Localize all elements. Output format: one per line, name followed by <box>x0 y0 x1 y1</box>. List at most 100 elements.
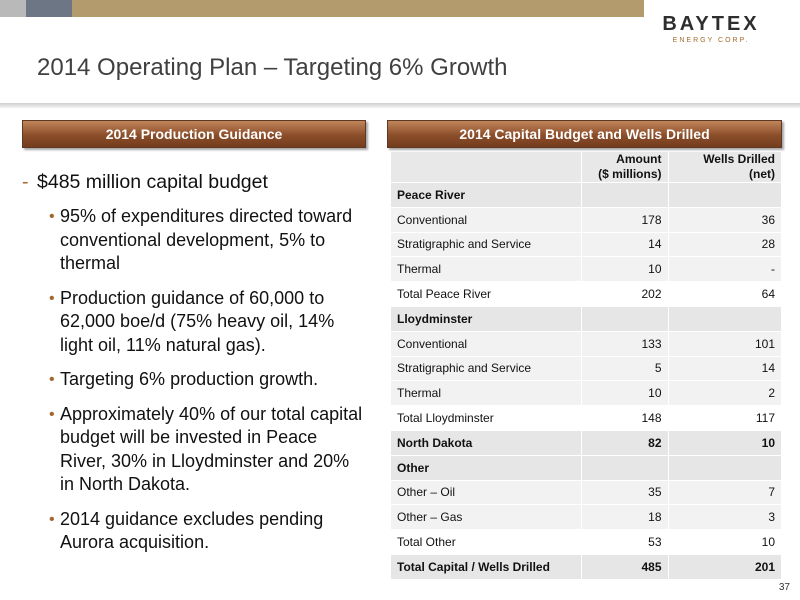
row-label: Thermal <box>391 380 582 407</box>
amount-cell: 178 <box>581 207 669 233</box>
company-logo: BAYTEX ENERGY CORP. <box>655 14 767 50</box>
sub-bullet: • 95% of expenditures directed toward co… <box>22 205 367 276</box>
row-label: Peace River <box>391 182 582 208</box>
wells-cell: 36 <box>668 207 781 233</box>
table-row: Stratigraphic and Service 14 28 <box>391 232 781 258</box>
main-bullet: - $485 million capital budget <box>22 170 367 194</box>
sub-bullet-text: 95% of expenditures directed toward conv… <box>60 206 353 273</box>
sub-bullet-text: Targeting 6% production growth. <box>60 369 319 389</box>
row-label: Total Peace River <box>391 281 582 307</box>
sub-bullet-text: 2014 guidance excludes pending Aurora ac… <box>60 508 324 553</box>
capital-budget-header: 2014 Capital Budget and Wells Drilled <box>387 120 782 148</box>
amount-cell: 10 <box>581 256 669 283</box>
wells-cell: 10 <box>668 529 781 555</box>
row-label: Total Lloydminster <box>391 405 582 431</box>
amount-cell <box>581 182 669 208</box>
bullet-dot-icon: • <box>49 510 55 528</box>
table-row: Other – Gas 18 3 <box>391 504 781 531</box>
row-label: Conventional <box>391 207 582 233</box>
amount-cell: 5 <box>581 356 669 382</box>
row-label: Lloydminster <box>391 306 582 332</box>
wells-cell <box>668 182 781 208</box>
table-row: Other <box>391 455 781 481</box>
capital-budget-table: Amount ($ millions) Wells Drilled (net) … <box>391 152 781 580</box>
amount-cell: 10 <box>581 380 669 407</box>
guidance-bullet-list: - $485 million capital budget • 95% of e… <box>22 170 367 555</box>
table-row: Thermal 10 - <box>391 256 781 283</box>
slide-title: 2014 Operating Plan – Targeting 6% Growt… <box>37 54 508 81</box>
row-label: North Dakota <box>391 430 582 456</box>
wells-cell: 14 <box>668 356 781 382</box>
wells-cell: 117 <box>668 405 781 431</box>
production-guidance-header: 2014 Production Guidance <box>22 120 366 148</box>
title-divider <box>0 103 800 108</box>
sub-bullet: • Approximately 40% of our total capital… <box>22 403 367 497</box>
sub-bullet: • Production guidance of 60,000 to 62,00… <box>22 287 367 358</box>
logo-wordmark: BAYTEX <box>662 13 760 35</box>
label-column-header <box>391 152 582 183</box>
amount-cell: 485 <box>581 553 669 580</box>
row-label: Total Capital / Wells Drilled <box>391 553 582 580</box>
amount-cell: 133 <box>581 331 669 357</box>
sub-bullet: • 2014 guidance excludes pending Aurora … <box>22 508 367 555</box>
grand-total-row: Total Capital / Wells Drilled 485 201 <box>391 553 781 580</box>
dash-bullet-icon: - <box>22 171 29 193</box>
wells-cell: 101 <box>668 331 781 357</box>
top-band-tan <box>72 0 644 17</box>
row-label: Other <box>391 455 582 481</box>
subtotal-row: Total Peace River 202 64 <box>391 281 781 307</box>
logo-subtitle: ENERGY CORP. <box>672 37 750 44</box>
table-row: Thermal 10 2 <box>391 380 781 407</box>
wells-cell <box>668 306 781 332</box>
table-row: Conventional 178 36 <box>391 207 781 233</box>
amount-cell: 82 <box>581 430 669 456</box>
wells-cell <box>668 455 781 481</box>
amount-cell: 18 <box>581 504 669 531</box>
row-label: Stratigraphic and Service <box>391 232 582 258</box>
bullet-dot-icon: • <box>49 405 55 423</box>
row-label: Thermal <box>391 256 582 283</box>
wells-cell: 10 <box>668 430 781 456</box>
table-row: Lloydminster <box>391 306 781 332</box>
table-row: Stratigraphic and Service 5 14 <box>391 356 781 382</box>
page-number: 37 <box>778 582 790 593</box>
sub-bullet: • Targeting 6% production growth. <box>22 368 367 392</box>
wells-column-header: Wells Drilled (net) <box>668 152 781 183</box>
sub-bullet-text: Production guidance of 60,000 to 62,000 … <box>60 287 335 355</box>
amount-header-line2: ($ millions) <box>598 167 662 181</box>
main-bullet-text: $485 million capital budget <box>37 171 268 193</box>
wells-cell: 201 <box>668 553 781 580</box>
subtotal-row: Total Lloydminster 148 117 <box>391 405 781 431</box>
bullet-dot-icon: • <box>49 289 55 307</box>
wells-cell: - <box>668 256 781 283</box>
amount-cell: 148 <box>581 405 669 431</box>
wells-header-line2: (net) <box>749 167 775 181</box>
row-label: Other – Oil <box>391 480 582 506</box>
wells-cell: 7 <box>668 480 781 506</box>
bullet-dot-icon: • <box>49 208 55 225</box>
bullet-dot-icon: • <box>49 371 55 388</box>
sub-bullet-text: Approximately 40% of our total capital b… <box>60 403 363 495</box>
table-row: Peace River <box>391 182 781 208</box>
row-label: Stratigraphic and Service <box>391 356 582 382</box>
amount-cell: 35 <box>581 480 669 506</box>
amount-cell: 53 <box>581 529 669 555</box>
top-band-gray <box>0 0 26 17</box>
row-label: Conventional <box>391 331 582 357</box>
row-label: Other – Gas <box>391 504 582 531</box>
wells-cell: 28 <box>668 232 781 258</box>
wells-cell: 2 <box>668 380 781 407</box>
wells-header-line1: Wells Drilled <box>703 152 775 166</box>
row-label: Total Other <box>391 529 582 555</box>
amount-header-line1: Amount <box>616 152 662 166</box>
table-row: North Dakota 82 10 <box>391 430 781 456</box>
wells-cell: 3 <box>668 504 781 531</box>
amount-column-header: Amount ($ millions) <box>581 152 669 183</box>
amount-cell: 14 <box>581 232 669 258</box>
table-header-row: Amount ($ millions) Wells Drilled (net) <box>391 152 781 183</box>
wells-cell: 64 <box>668 281 781 307</box>
top-band-slate <box>26 0 72 17</box>
subtotal-row: Total Other 53 10 <box>391 529 781 555</box>
amount-cell: 202 <box>581 281 669 307</box>
